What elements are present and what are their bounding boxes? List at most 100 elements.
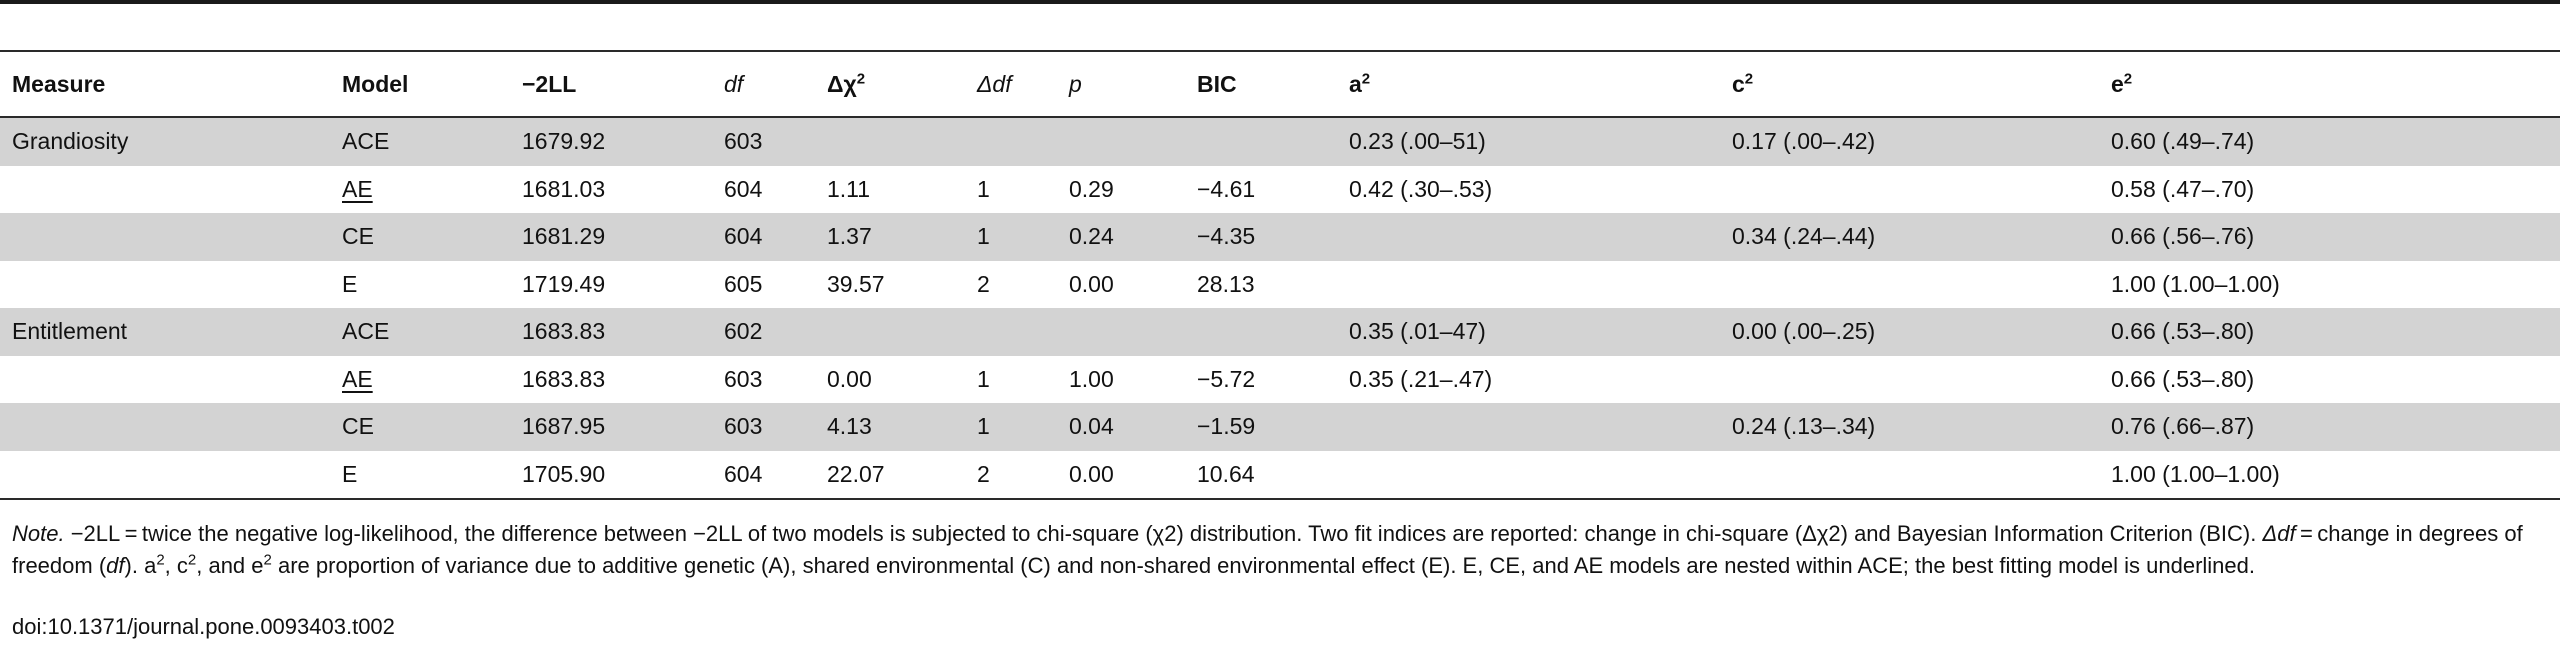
cell-c2: 0.00 (.00–.25) <box>1720 308 2099 356</box>
cell-c2 <box>1720 450 2099 500</box>
cell-a2 <box>1337 450 1720 500</box>
cell-neg2ll: 1679.92 <box>510 117 712 166</box>
cell-e2: 0.66 (.56–.76) <box>2099 213 2560 261</box>
cell-c2 <box>1720 166 2099 214</box>
cell-ddf: 2 <box>977 270 990 297</box>
cell-dchi: 4.13 <box>815 403 965 451</box>
col-a2: a2 <box>1349 69 1371 97</box>
table-row: E 1705.90 604 22.07 2 0.00 10.64 1.00 (1.00–1.0… <box>0 450 2560 500</box>
cell-measure <box>0 261 330 309</box>
cell-p <box>1057 308 1185 356</box>
cell-dchi <box>815 308 965 356</box>
col-c2: c2 <box>1732 69 1754 97</box>
cell-e2: 0.66 (.53–.80) <box>2099 308 2560 356</box>
cell-dchi: 39.57 <box>827 270 885 297</box>
cell-neg2ll: 1683.83 <box>510 308 712 356</box>
cell-a2: 0.35 (.21–.47) <box>1349 365 1493 392</box>
cell-e2: 0.58 (.47–.70) <box>2111 175 2255 202</box>
cell-neg2ll: 1683.83 <box>522 365 606 392</box>
cell-model: AE <box>342 175 373 202</box>
cell-model: ACE <box>330 117 510 166</box>
cell-ddf <box>965 308 1057 356</box>
cell-dchi: 22.07 <box>815 450 965 500</box>
cell-neg2ll: 1681.03 <box>522 175 606 202</box>
table-body: Grandiosity ACE 1679.92 603 0.23 (.00–51) 0.1… <box>0 117 2560 500</box>
cell-measure <box>0 213 330 261</box>
col-measure: Measure <box>12 70 106 97</box>
cell-measure <box>0 166 330 214</box>
results-table: Measure Model −2LL df Δχ2 Δdf p BIC a2 c… <box>0 50 2560 500</box>
header-row: Measure Model −2LL df Δχ2 Δdf p BIC a2 c… <box>0 51 2560 117</box>
cell-p: 0.29 <box>1069 175 1114 202</box>
cell-a2: 0.42 (.30–.53) <box>1349 175 1493 202</box>
cell-bic <box>1185 117 1337 166</box>
col-ddf: Δdf <box>977 70 1012 97</box>
cell-p: 0.04 <box>1057 403 1185 451</box>
cell-neg2ll: 1705.90 <box>510 450 712 500</box>
cell-bic: −5.72 <box>1197 365 1256 392</box>
cell-model: CE <box>330 213 510 261</box>
cell-bic: 28.13 <box>1197 270 1255 297</box>
cell-measure: Grandiosity <box>0 117 330 166</box>
cell-p: 0.00 <box>1069 270 1114 297</box>
cell-ddf: 1 <box>977 175 990 202</box>
cell-p: 1.00 <box>1069 365 1114 392</box>
cell-df: 605 <box>724 270 763 297</box>
cell-bic: −4.61 <box>1197 175 1256 202</box>
cell-model: ACE <box>330 308 510 356</box>
cell-model: CE <box>330 403 510 451</box>
cell-e2: 0.60 (.49–.74) <box>2099 117 2560 166</box>
cell-dchi <box>815 117 965 166</box>
cell-c2: 0.17 (.00–.42) <box>1720 117 2099 166</box>
cell-bic: −1.59 <box>1185 403 1337 451</box>
cell-neg2ll: 1687.95 <box>510 403 712 451</box>
cell-e2: 0.66 (.53–.80) <box>2111 365 2255 392</box>
cell-dchi: 1.37 <box>815 213 965 261</box>
cell-measure <box>0 356 330 404</box>
doi-text: doi:10.1371/journal.pone.0093403.t002 <box>12 614 395 639</box>
cell-e2: 0.76 (.66–.87) <box>2099 403 2560 451</box>
col-neg2ll: −2LL <box>522 70 577 97</box>
cell-model: E <box>342 270 358 297</box>
col-bic: BIC <box>1197 70 1237 97</box>
cell-ddf: 2 <box>965 450 1057 500</box>
cell-c2 <box>1720 356 2099 404</box>
cell-df: 603 <box>712 117 815 166</box>
cell-df: 603 <box>712 403 815 451</box>
cell-p: 0.00 <box>1057 450 1185 500</box>
cell-bic: −4.35 <box>1185 213 1337 261</box>
cell-df: 604 <box>712 213 815 261</box>
cell-model: AE <box>342 365 373 392</box>
cell-ddf: 1 <box>965 213 1057 261</box>
cell-measure <box>0 450 330 500</box>
cell-c2: 0.24 (.13–.34) <box>1720 403 2099 451</box>
cell-df: 602 <box>712 308 815 356</box>
top-border <box>0 0 2560 4</box>
cell-e2: 1.00 (1.00–1.00) <box>2111 270 2280 297</box>
cell-model: E <box>330 450 510 500</box>
cell-neg2ll: 1719.49 <box>522 270 606 297</box>
col-e2: e2 <box>2111 69 2133 97</box>
cell-a2: 0.35 (.01–47) <box>1337 308 1720 356</box>
table-row: Grandiosity ACE 1679.92 603 0.23 (.00–51) 0.1… <box>0 117 2560 166</box>
cell-a2 <box>1337 403 1720 451</box>
table-row: CE 1681.29 604 1.37 1 0.24 −4.35 0.34 (.24–.44)… <box>0 213 2560 261</box>
cell-dchi: 1.11 <box>827 175 871 202</box>
col-p: p <box>1069 70 1082 97</box>
cell-df: 604 <box>724 175 763 202</box>
cell-bic: 10.64 <box>1185 450 1337 500</box>
cell-e2: 1.00 (1.00–1.00) <box>2099 450 2560 500</box>
cell-measure <box>0 403 330 451</box>
cell-p <box>1057 117 1185 166</box>
table-row: CE 1687.95 603 4.13 1 0.04 −1.59 0.24 (.13–.34)… <box>0 403 2560 451</box>
table-row: AE 1681.03 604 1.11 1 0.29 −4.61 0.42 (.30–.53)… <box>0 166 2560 214</box>
cell-c2 <box>1720 261 2099 309</box>
cell-ddf: 1 <box>977 365 990 392</box>
cell-dchi: 0.00 <box>827 365 872 392</box>
col-df: df <box>724 70 744 97</box>
cell-measure: Entitlement <box>0 308 330 356</box>
cell-a2 <box>1337 261 1720 309</box>
cell-ddf <box>965 117 1057 166</box>
cell-bic <box>1185 308 1337 356</box>
table-row: E 1719.49 605 39.57 2 0.00 28.13 1.00 (1.00–1.0… <box>0 261 2560 309</box>
